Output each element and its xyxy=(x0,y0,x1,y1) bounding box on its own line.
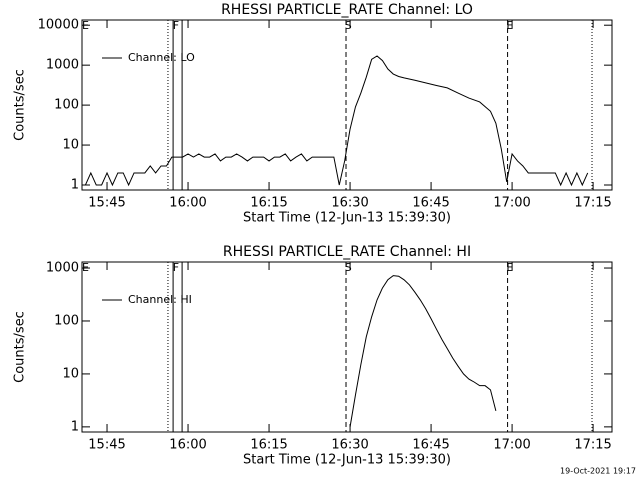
y-tick-label: 1 xyxy=(71,178,79,193)
x-tick-label: 15:45 xyxy=(88,438,125,453)
footer: 19-Oct-2021 19:17 xyxy=(560,467,636,476)
x-axis-label: Start Time (12-Jun-13 15:39:30) xyxy=(243,453,451,468)
data-line xyxy=(84,55,589,187)
data-line xyxy=(349,275,497,427)
plot-frame xyxy=(81,261,613,433)
chart-title: RHESSI PARTICLE_RATE Channel: LO xyxy=(221,2,473,18)
y-tick-label: 10000 xyxy=(38,18,79,33)
x-tick-label: 17:15 xyxy=(574,438,611,453)
x-tick-label: 17:00 xyxy=(493,196,530,211)
flag-label: E xyxy=(82,261,89,274)
x-axis-label: Start Time (12-Jun-13 15:39:30) xyxy=(243,211,451,226)
x-tick-label: 17:15 xyxy=(574,196,611,211)
legend-label: Channel: HI xyxy=(128,293,192,306)
x-tick-label: 16:45 xyxy=(412,196,449,211)
flag-label: S xyxy=(345,19,352,32)
y-tick-label: 10 xyxy=(62,138,79,153)
y-tick-label: 100 xyxy=(54,98,79,113)
x-tick-label: 16:30 xyxy=(331,196,368,211)
y-tick-label: 1 xyxy=(71,419,79,434)
y-tick-label: 100 xyxy=(54,313,79,328)
y-tick-label: 10 xyxy=(62,366,79,381)
x-tick-label: 15:45 xyxy=(88,196,125,211)
flag-label: E xyxy=(506,261,513,274)
x-tick-label: 16:30 xyxy=(331,438,368,453)
legend-label: Channel: LO xyxy=(128,51,195,64)
x-tick-label: 16:45 xyxy=(412,438,449,453)
flag-label: E xyxy=(82,19,89,32)
x-tick-label: 16:15 xyxy=(250,438,287,453)
flag-label: F xyxy=(173,19,179,32)
y-tick-label: 1000 xyxy=(46,58,79,73)
y-tick-label: 1000 xyxy=(46,261,79,276)
flag-label: F xyxy=(173,261,179,274)
y-axis-label: Counts/sec xyxy=(13,311,28,383)
chart-title: RHESSI PARTICLE_RATE Channel: HI xyxy=(223,244,471,260)
x-tick-label: 16:15 xyxy=(250,196,287,211)
y-axis-label: Counts/sec xyxy=(13,69,28,141)
x-tick-label: 16:00 xyxy=(169,196,206,211)
x-tick-label: 16:00 xyxy=(169,438,206,453)
flag-label: E xyxy=(506,19,513,32)
flag-label: S xyxy=(345,261,352,274)
x-tick-label: 17:00 xyxy=(493,438,530,453)
